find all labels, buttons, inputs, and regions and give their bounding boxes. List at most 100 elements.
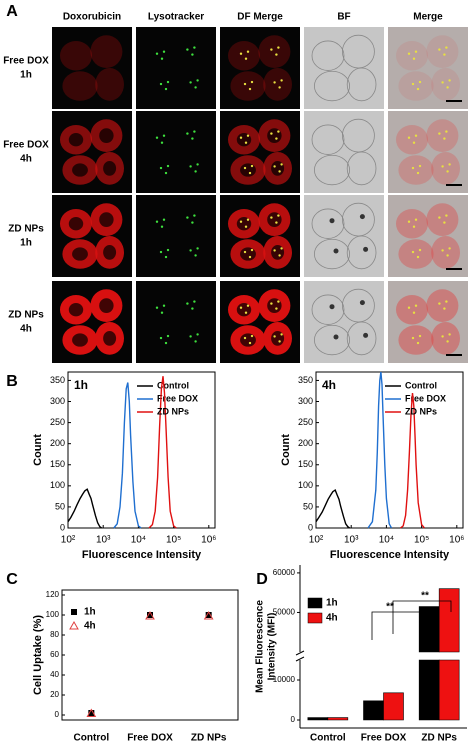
- dot: [446, 254, 449, 257]
- dot: [418, 248, 422, 252]
- dot: [412, 311, 416, 314]
- y-tick-label: 50: [303, 501, 313, 511]
- panel-title: 4h: [322, 378, 336, 392]
- cell: [311, 294, 345, 325]
- nucleus: [103, 245, 117, 260]
- y-tick-label: 0: [60, 522, 65, 532]
- y-tick-label: 250: [298, 417, 313, 427]
- nucleus: [68, 133, 84, 147]
- dot: [273, 335, 276, 338]
- dot: [278, 254, 281, 257]
- cell: [431, 68, 460, 101]
- cell: [90, 35, 123, 68]
- x-tick-label: Control: [310, 733, 346, 744]
- dot: [159, 336, 163, 340]
- dot: [239, 220, 243, 223]
- significance-label: **: [386, 602, 394, 613]
- cell: [426, 289, 459, 322]
- row-label: ZD NPs: [8, 310, 44, 321]
- row-label: Free DOX: [3, 56, 49, 67]
- dot: [416, 171, 420, 175]
- dot: [250, 334, 254, 338]
- nucleus: [68, 217, 84, 231]
- micrograph: [136, 27, 216, 109]
- dot: [270, 48, 273, 51]
- dot: [273, 81, 276, 84]
- legend-label: Free DOX: [157, 393, 198, 403]
- y-tick-label: 50: [55, 501, 65, 511]
- nucleus: [267, 128, 282, 143]
- dot: [248, 255, 252, 259]
- dot: [412, 141, 416, 144]
- legend-label: 1h: [84, 607, 96, 618]
- dot: [239, 136, 243, 139]
- histogram-line: [367, 371, 393, 529]
- y-tick-label: 100: [50, 480, 65, 490]
- dot: [280, 247, 283, 250]
- nucleus: [271, 331, 285, 346]
- bar: [307, 717, 329, 721]
- y-tick-label: 300: [50, 396, 65, 406]
- dot: [278, 86, 281, 89]
- dot: [159, 250, 163, 254]
- histogram-line: [399, 393, 425, 529]
- micrograph: [388, 111, 468, 193]
- dot: [244, 311, 248, 314]
- plot-frame: [67, 371, 216, 529]
- x-tick-label: ZD NPs: [421, 733, 457, 744]
- dot: [189, 335, 192, 338]
- x-tick-label: Free DOX: [361, 733, 407, 744]
- dot: [445, 214, 448, 217]
- cell: [346, 321, 377, 356]
- cell: [311, 124, 345, 155]
- dot: [280, 163, 283, 166]
- cell: [311, 40, 345, 71]
- x-tick-label: Free DOX: [127, 733, 173, 744]
- cell: [311, 208, 345, 239]
- dot: [243, 82, 247, 86]
- granule: [329, 218, 335, 224]
- dot: [155, 136, 159, 139]
- dot: [186, 302, 189, 305]
- dot: [418, 80, 422, 84]
- dot: [189, 81, 192, 84]
- data-point: [203, 610, 214, 620]
- cell: [431, 322, 460, 355]
- dot: [196, 163, 199, 166]
- dot: [278, 170, 281, 173]
- cell: [60, 40, 92, 71]
- dot: [416, 341, 420, 345]
- nucleus: [240, 163, 256, 177]
- nucleus: [236, 133, 252, 147]
- dot: [438, 132, 441, 135]
- nucleus: [103, 161, 117, 176]
- y-tick-label: 200: [50, 438, 65, 448]
- dot: [164, 255, 168, 259]
- nucleus: [240, 247, 256, 261]
- dot: [416, 87, 420, 91]
- y-tick-label: 350: [298, 375, 313, 385]
- legend-swatch: [307, 597, 323, 609]
- micrograph: [388, 195, 468, 277]
- x-tick-label: 10³: [344, 535, 359, 546]
- dot: [191, 221, 194, 224]
- dot: [244, 225, 248, 228]
- y-tick-label: 40: [50, 670, 59, 679]
- dot: [162, 134, 166, 137]
- y-tick-label: 60000: [273, 568, 296, 577]
- nucleus: [267, 298, 282, 313]
- cell: [230, 71, 266, 101]
- nucleus: [236, 303, 252, 317]
- dot: [191, 53, 194, 56]
- cell: [258, 35, 291, 68]
- legend-swatch: [69, 620, 79, 630]
- micrograph: [388, 27, 468, 109]
- dot: [446, 170, 449, 173]
- bar: [438, 588, 460, 721]
- dot: [411, 336, 415, 340]
- dot: [438, 302, 441, 305]
- dot: [160, 311, 164, 314]
- y-tick-label: 100: [298, 480, 313, 490]
- bar: [383, 692, 404, 721]
- micrograph: [136, 281, 216, 363]
